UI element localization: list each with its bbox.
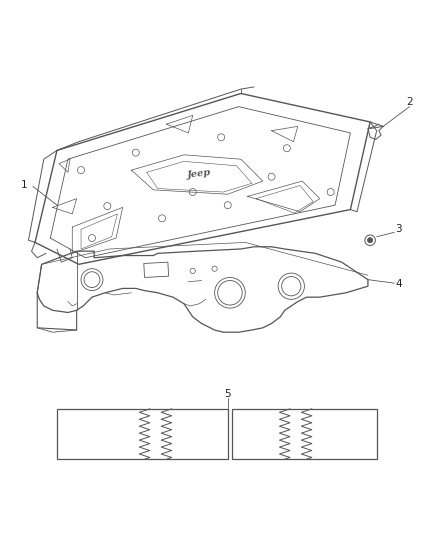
Text: 3: 3: [395, 224, 402, 235]
Bar: [144, 262, 169, 278]
Circle shape: [367, 238, 373, 243]
Text: 5: 5: [224, 389, 231, 399]
Text: 1: 1: [21, 181, 28, 190]
Bar: [57, 409, 228, 459]
Text: 2: 2: [406, 97, 413, 107]
Bar: [232, 409, 377, 459]
Text: 4: 4: [395, 279, 402, 289]
Text: Jeep: Jeep: [187, 168, 212, 181]
